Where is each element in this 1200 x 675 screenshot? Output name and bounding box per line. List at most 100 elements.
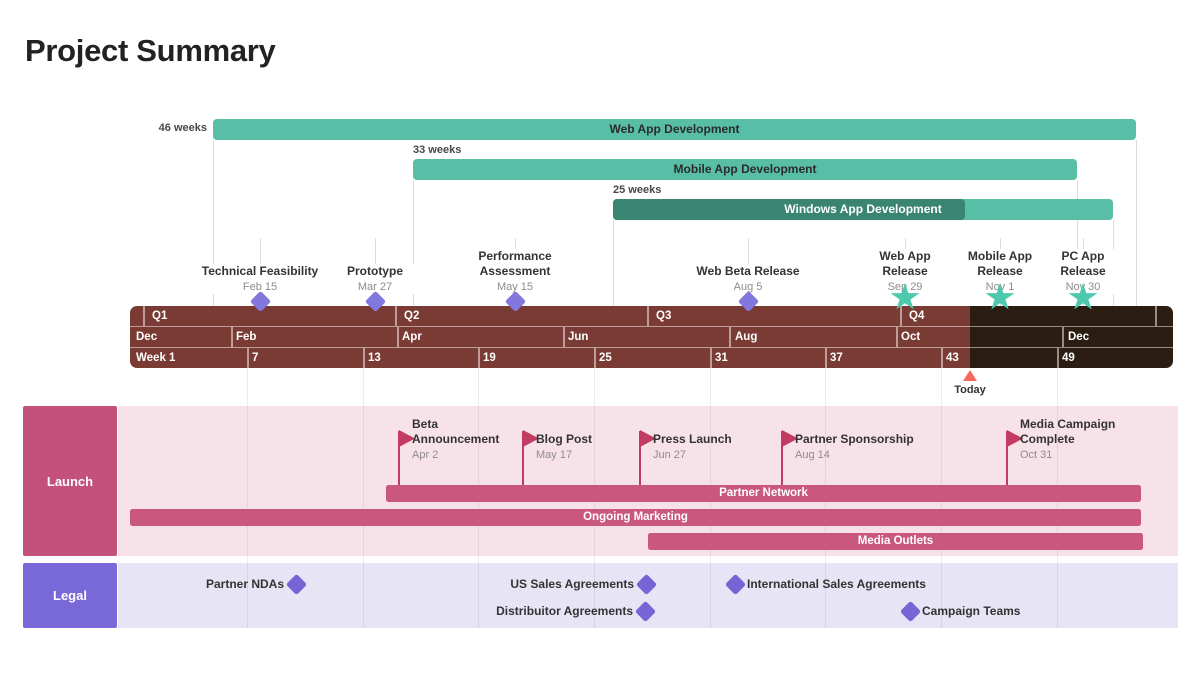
flag-stem xyxy=(522,431,524,485)
launch-milestone-label-group: Beta Announcement Apr 2 xyxy=(412,417,520,462)
week-cell-label: Week 1 xyxy=(136,352,176,364)
week-cell-separator xyxy=(247,348,249,368)
quarter-cell-separator xyxy=(395,306,397,326)
week-gridline xyxy=(363,368,364,628)
bar-connector-line xyxy=(413,180,414,306)
page-title: Project Summary xyxy=(25,33,276,68)
milestone-label-group: Prototype Mar 27 xyxy=(325,264,425,294)
launch-milestone-date: Apr 2 xyxy=(412,449,439,461)
flag-stem xyxy=(398,431,400,485)
month-cell-label: Oct xyxy=(901,331,921,343)
timeline-band: Q1 Q2 Q3 Q4 Dec Feb Apr Jun Aug Oct Dec Week 1 7 13 19… xyxy=(130,306,1173,368)
milestone-date: Feb 15 xyxy=(242,281,278,293)
milestone-label-group: Performance Assessment May 15 xyxy=(459,249,571,294)
quarter-cell-separator xyxy=(647,306,649,326)
week-cell-label: 19 xyxy=(483,352,496,364)
week-cell-label: 13 xyxy=(368,352,381,364)
swimlane-launch-label: Launch xyxy=(23,406,117,556)
flag-stem xyxy=(781,431,783,485)
month-cell-label: Feb xyxy=(236,331,257,343)
week-cell-separator xyxy=(941,348,943,368)
month-cell-label: Jun xyxy=(568,331,589,343)
milestone-date: Aug 5 xyxy=(733,281,763,293)
launch-milestone-label-group: Partner Sponsorship Aug 14 xyxy=(795,432,965,462)
launch-milestone-date: Jun 27 xyxy=(653,449,687,461)
milestone-name: PC App Release xyxy=(1060,249,1106,278)
month-cell-separator xyxy=(896,327,898,347)
timeline-row-separator xyxy=(130,347,1173,348)
task-bar-label: Web App Development xyxy=(609,122,740,136)
today-label: Today xyxy=(954,384,986,396)
lane-bar: Media Outlets xyxy=(648,533,1143,550)
milestone-name: Web Beta Release xyxy=(696,264,800,278)
month-cell-separator xyxy=(397,327,399,347)
week-cell-separator xyxy=(825,348,827,368)
task-bar-progress xyxy=(613,199,965,220)
milestone-date: Mar 27 xyxy=(357,281,393,293)
quarter-cell-separator xyxy=(900,306,902,326)
milestone-name: Technical Feasibility xyxy=(201,264,319,278)
quarter-cell-label: Q3 xyxy=(656,310,672,322)
milestone-date: May 15 xyxy=(496,281,534,293)
milestone-name: Prototype xyxy=(346,264,403,278)
swimlane-legal-label: Legal xyxy=(23,563,117,628)
launch-milestone-label-group: Blog Post May 17 xyxy=(536,432,656,462)
launch-milestone-label-group: Media Campaign Complete Oct 31 xyxy=(1020,417,1142,462)
launch-milestone-name: Blog Post xyxy=(536,432,592,446)
month-cell-label: Dec xyxy=(1068,331,1090,343)
month-cell-separator xyxy=(231,327,233,347)
month-cell-label: Aug xyxy=(735,331,758,343)
flag-stem xyxy=(639,431,641,485)
week-cell-separator xyxy=(710,348,712,368)
milestone-name: Mobile App Release xyxy=(967,249,1033,278)
milestone-name: Performance Assessment xyxy=(478,249,552,278)
legal-milestone-name: Distribuitor Agreements xyxy=(496,604,633,618)
lane-bar: Partner Network xyxy=(386,485,1141,502)
month-cell-label: Apr xyxy=(402,331,422,343)
milestone-name: Web App Release xyxy=(879,249,931,278)
legal-milestone-name: Campaign Teams xyxy=(922,604,1021,618)
task-bar-label: Mobile App Development xyxy=(673,162,817,176)
week-cell-label: 31 xyxy=(715,352,728,364)
week-cell-separator xyxy=(363,348,365,368)
bar-connector-line xyxy=(213,140,214,306)
task-bar xyxy=(413,159,1077,180)
today-marker-icon xyxy=(963,370,977,381)
week-cell-label: 25 xyxy=(599,352,612,364)
legal-milestone-name: US Sales Agreements xyxy=(510,577,634,591)
timeline-row-separator xyxy=(130,326,1173,327)
quarter-cell-label: Q4 xyxy=(909,310,925,322)
bar-connector-line xyxy=(1136,140,1137,306)
quarter-cell-separator xyxy=(143,306,145,326)
launch-milestone-date: May 17 xyxy=(536,449,573,461)
week-cell-label: 37 xyxy=(830,352,843,364)
launch-milestone-name: Media Campaign Complete xyxy=(1020,417,1116,446)
quarter-cell-separator xyxy=(1155,306,1157,326)
legal-milestone-name: Partner NDAs xyxy=(205,577,284,591)
flag-stem xyxy=(1006,431,1008,485)
week-cell-label: 43 xyxy=(946,352,959,364)
quarter-cell-label: Q2 xyxy=(404,310,420,322)
week-cell-label: 49 xyxy=(1062,352,1075,364)
task-bar xyxy=(213,119,1136,140)
milestone-label-group: Technical Feasibility Feb 15 xyxy=(180,264,340,294)
week-cell-separator xyxy=(594,348,596,368)
task-duration-label: 25 weeks xyxy=(613,184,662,196)
month-cell-separator xyxy=(1062,327,1064,347)
launch-milestone-name: Press Launch xyxy=(653,432,732,446)
week-gridline xyxy=(247,368,248,628)
legal-milestone-name: International Sales Agreements xyxy=(747,577,926,591)
bar-connector-line xyxy=(1077,180,1078,306)
swimlane-launch-background xyxy=(118,406,1178,556)
quarter-cell-label: Q1 xyxy=(152,310,168,322)
lane-bar: Ongoing Marketing xyxy=(130,509,1141,526)
launch-milestone-label-group: Press Launch Jun 27 xyxy=(653,432,783,462)
launch-milestone-date: Aug 14 xyxy=(795,449,830,461)
task-duration-label: 33 weeks xyxy=(413,144,462,156)
task-bar-label: Windows App Development xyxy=(784,202,942,216)
week-cell-label: 7 xyxy=(252,352,259,364)
week-cell-separator xyxy=(478,348,480,368)
launch-milestone-date: Oct 31 xyxy=(1020,449,1053,461)
